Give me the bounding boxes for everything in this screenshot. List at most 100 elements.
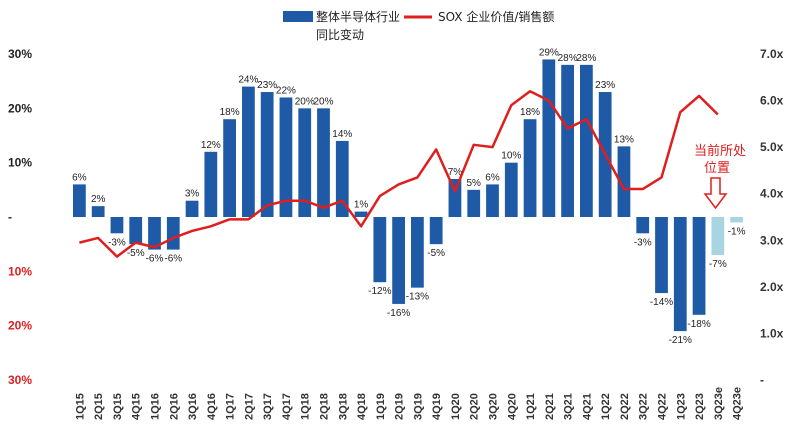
- bar: [91, 206, 105, 217]
- left-axis-tick-label: 30%: [8, 47, 32, 61]
- legend-bar-swatch: [283, 11, 313, 22]
- bar: [279, 97, 293, 217]
- bar: [411, 217, 424, 288]
- left-axis-tick-label: 30%: [8, 373, 32, 387]
- x-tick-label: 4Q20: [506, 393, 518, 420]
- bar: [711, 217, 725, 256]
- right-axis-tick-label: 1.0x: [760, 326, 784, 340]
- x-tick-label: 2Q22: [619, 393, 631, 420]
- line-series: [79, 90, 719, 258]
- bar: [335, 140, 349, 217]
- x-tick-label: 1Q19: [375, 393, 387, 420]
- x-tick-label: 1Q15: [74, 393, 86, 420]
- x-tick-label: 2Q23: [694, 393, 706, 420]
- bar: [354, 211, 368, 217]
- x-tick-label: 1Q18: [300, 393, 312, 420]
- bar-data-label: 20%: [313, 96, 333, 107]
- bar: [467, 189, 481, 217]
- x-tick-label: 2Q20: [469, 393, 481, 420]
- x-tick-label: 2Q16: [168, 393, 180, 420]
- bar-data-label: -5%: [427, 248, 445, 259]
- x-tick-label: 1Q20: [450, 393, 462, 420]
- bar-data-label: -13%: [406, 292, 429, 303]
- legend-bar-label-line2: 同比变动: [316, 27, 364, 42]
- bar-data-label: 3%: [185, 189, 200, 200]
- x-tick-label: 3Q18: [337, 393, 349, 420]
- bar-data-label: 23%: [595, 80, 615, 91]
- bar-data-label: -16%: [387, 308, 410, 319]
- bar: [373, 217, 387, 283]
- bar-data-label: 23%: [257, 80, 277, 91]
- x-tick-label: 3Q15: [112, 393, 124, 420]
- bar-data-label: -3%: [634, 237, 652, 248]
- bar: [730, 217, 743, 223]
- bar-data-label: 7%: [448, 167, 463, 178]
- x-tick-label: 3Q17: [262, 393, 274, 420]
- current-position-annotation: 当前所处 位置: [694, 143, 746, 210]
- x-tick-label: 3Q23e: [713, 387, 725, 420]
- x-tick-label: 1Q16: [150, 393, 162, 420]
- bar: [523, 119, 537, 217]
- x-tick-label: 4Q18: [356, 393, 368, 420]
- bar-data-label: 29%: [539, 47, 559, 58]
- bar-data-label: 18%: [220, 107, 240, 118]
- bar-data-label: 13%: [614, 134, 634, 145]
- bar-data-label: 22%: [276, 85, 296, 96]
- bar: [692, 217, 706, 315]
- x-tick-label: 4Q21: [581, 393, 593, 420]
- x-tick-label: 3Q20: [488, 393, 500, 420]
- right-axis-tick-label: 6.0x: [760, 94, 784, 108]
- left-axis: 30% 20% 10% - 10% 20% 30%: [8, 47, 32, 387]
- bar-data-labels: 6%2%-3%-5% -6% -6%3%12%18%24%23%22%20%20%1…: [72, 47, 745, 346]
- bar: [185, 200, 199, 217]
- bar-data-label: 28%: [576, 53, 596, 64]
- left-axis-tick-label: 10%: [8, 264, 32, 278]
- bar: [448, 178, 462, 217]
- bar: [317, 108, 330, 217]
- bar-data-label: -3%: [108, 237, 126, 248]
- bar-data-label: 14%: [332, 129, 352, 140]
- right-axis-tick-label: 3.0x: [760, 233, 784, 247]
- right-axis-tick-label: -: [760, 373, 764, 387]
- bar: [580, 64, 593, 217]
- right-axis-tick-label: 7.0x: [760, 47, 784, 61]
- right-axis: - 1.0x 2.0x 3.0x 4.0x 5.0x 6.0x 7.0x: [760, 47, 784, 387]
- annotation-line1: 当前所处: [694, 143, 746, 159]
- x-tick-label: 1Q22: [600, 393, 612, 420]
- bar: [148, 217, 161, 250]
- bar-data-label: -5%: [127, 248, 145, 259]
- legend-bar-label-line1: 整体半导体行业: [316, 9, 400, 24]
- x-tick-label: 4Q23e: [732, 387, 744, 420]
- left-axis-tick-label: 20%: [8, 319, 32, 333]
- legend: 整体半导体行业 同比变动 SOX 企业价值/销售额: [283, 9, 554, 42]
- x-tick-label: 1Q23: [675, 393, 687, 420]
- x-tick-label: 2Q18: [319, 393, 331, 420]
- bar: [617, 146, 631, 217]
- x-tick-label: 2Q17: [243, 393, 255, 420]
- bar-data-label: -6%: [164, 254, 182, 265]
- bar: [242, 86, 255, 217]
- x-tick-label: 1Q21: [525, 393, 537, 420]
- left-axis-tick-label: -: [8, 210, 12, 224]
- right-axis-tick-label: 5.0x: [760, 140, 784, 154]
- x-tick-label: 3Q21: [563, 393, 575, 420]
- bar: [73, 184, 86, 217]
- bar-data-label: -14%: [650, 297, 673, 308]
- x-tick-label: 2Q19: [394, 393, 406, 420]
- bar-data-label: 5%: [466, 178, 481, 189]
- x-tick-label: 3Q16: [187, 393, 199, 420]
- bar: [561, 64, 574, 217]
- bar: [166, 217, 180, 250]
- bar: [429, 217, 443, 245]
- bar-data-label: 24%: [238, 75, 258, 86]
- bar-data-label: 2%: [91, 194, 106, 205]
- x-tick-label: 1Q17: [225, 393, 237, 420]
- left-axis-tick-label: 10%: [8, 156, 32, 170]
- bar-data-label: -7%: [709, 259, 727, 270]
- x-tick-label: 4Q19: [431, 393, 443, 420]
- bar: [392, 217, 405, 304]
- bar-data-label: 28%: [558, 53, 578, 64]
- x-tick-label: 3Q19: [412, 393, 424, 420]
- annotation-line2: 位置: [704, 161, 730, 176]
